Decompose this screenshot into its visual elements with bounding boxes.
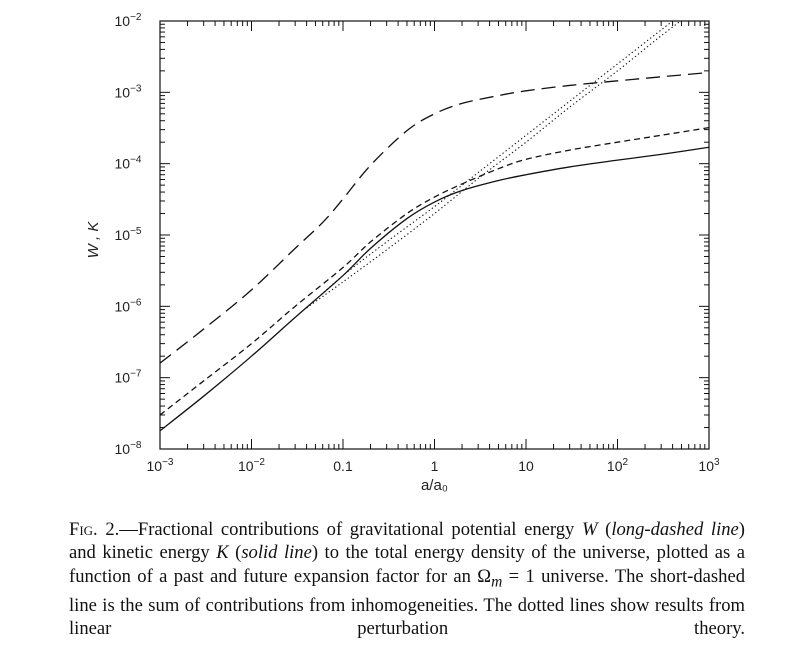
x-tick-labels: 10−3 10−2 0.1 1 10 102 103 [147,457,721,474]
caption-text-7: inhomogeneities. The dotted lines show r… [69,594,745,640]
series-line-dotted [306,21,674,309]
series-line-long-dashed [160,71,709,364]
axis-ticks [159,21,709,450]
y-tick-label: 10−4 [115,155,142,172]
x-tick-label: 10−3 [147,457,174,474]
x-tick-label: 103 [698,457,720,474]
y-tick-label: 10−2 [115,12,142,29]
caption-text-5: ) to the total energy density of the uni… [69,542,745,587]
caption-text-4: ( [228,542,242,564]
caption-style-k: solid line [241,542,312,564]
caption-omega: Ω [477,565,492,587]
x-tick-label: 102 [607,457,629,474]
y-tick-label: 10−6 [115,297,142,314]
figure-label: Fig. 2. [69,519,120,540]
x-axis-title: a/a₀ [421,477,448,494]
series-line-solid [160,146,709,432]
caption-var-w: W [582,519,598,540]
caption-text-1: —Fractional contributions of gravitation… [119,519,582,540]
figure-chart: 10−3 10−2 0.1 1 10 102 103 10−810−710−610−510−… [85,12,721,494]
caption-text-3: ) and kinetic energy [69,519,745,564]
series-line-short-dashed [160,126,709,416]
y-axis-title-text: W , K [85,221,102,259]
series-line-dotted [306,21,682,309]
y-tick-labels: 10−8 10−7 10−6 10−5 10−4 10−3 10−2 [115,12,142,457]
y-axis-title: W , K [85,221,102,259]
caption-var-k: K [216,542,229,564]
x-tick-label: 10 [518,458,534,474]
figure-caption: Fig. 2.—Fractional contributions of grav… [69,518,745,641]
x-axis-title-text: a/a₀ [421,477,448,494]
caption-text-6: = 1 universe. The short-dashed line is t… [69,565,745,616]
y-tick-label: 10−3 [115,83,142,100]
caption-text-2: ( [597,519,612,540]
x-tick-label: 0.1 [333,458,353,474]
plot-border [159,20,710,450]
plot-frame [159,20,710,450]
caption-omega-sub: m [491,573,503,591]
series-layer [160,21,709,432]
x-tick-label: 1 [431,458,439,474]
caption-style-w: long-dashed line [611,519,739,540]
x-tick-label: 10−2 [238,457,265,474]
y-tick-label: 10−5 [115,226,142,243]
y-tick-label: 10−7 [115,369,142,386]
y-tick-label: 10−8 [115,440,142,457]
